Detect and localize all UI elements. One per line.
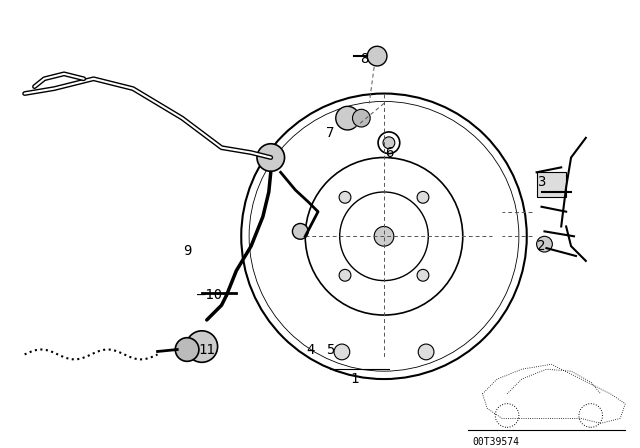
FancyBboxPatch shape	[536, 172, 566, 197]
Text: 1: 1	[350, 372, 358, 386]
Text: 9: 9	[183, 244, 191, 258]
Circle shape	[334, 344, 350, 360]
Text: 8: 8	[360, 52, 369, 66]
Text: —10: —10	[197, 289, 222, 302]
Text: 11: 11	[198, 343, 215, 357]
Circle shape	[353, 109, 370, 127]
Text: 7: 7	[326, 126, 334, 140]
Text: 4: 4	[306, 343, 314, 357]
Circle shape	[186, 331, 218, 362]
Text: 2: 2	[538, 239, 546, 253]
Circle shape	[383, 137, 395, 149]
Circle shape	[417, 269, 429, 281]
Circle shape	[339, 269, 351, 281]
Text: 3: 3	[538, 175, 546, 189]
Circle shape	[175, 338, 199, 362]
Text: 5: 5	[326, 343, 334, 357]
Circle shape	[417, 191, 429, 203]
Circle shape	[339, 191, 351, 203]
Text: 00T39574: 00T39574	[472, 437, 520, 447]
Circle shape	[336, 106, 360, 130]
Circle shape	[374, 226, 394, 246]
Circle shape	[536, 236, 552, 252]
Circle shape	[367, 46, 387, 66]
Circle shape	[292, 224, 308, 239]
Circle shape	[418, 344, 434, 360]
Text: 6: 6	[385, 146, 393, 159]
Circle shape	[257, 144, 285, 171]
